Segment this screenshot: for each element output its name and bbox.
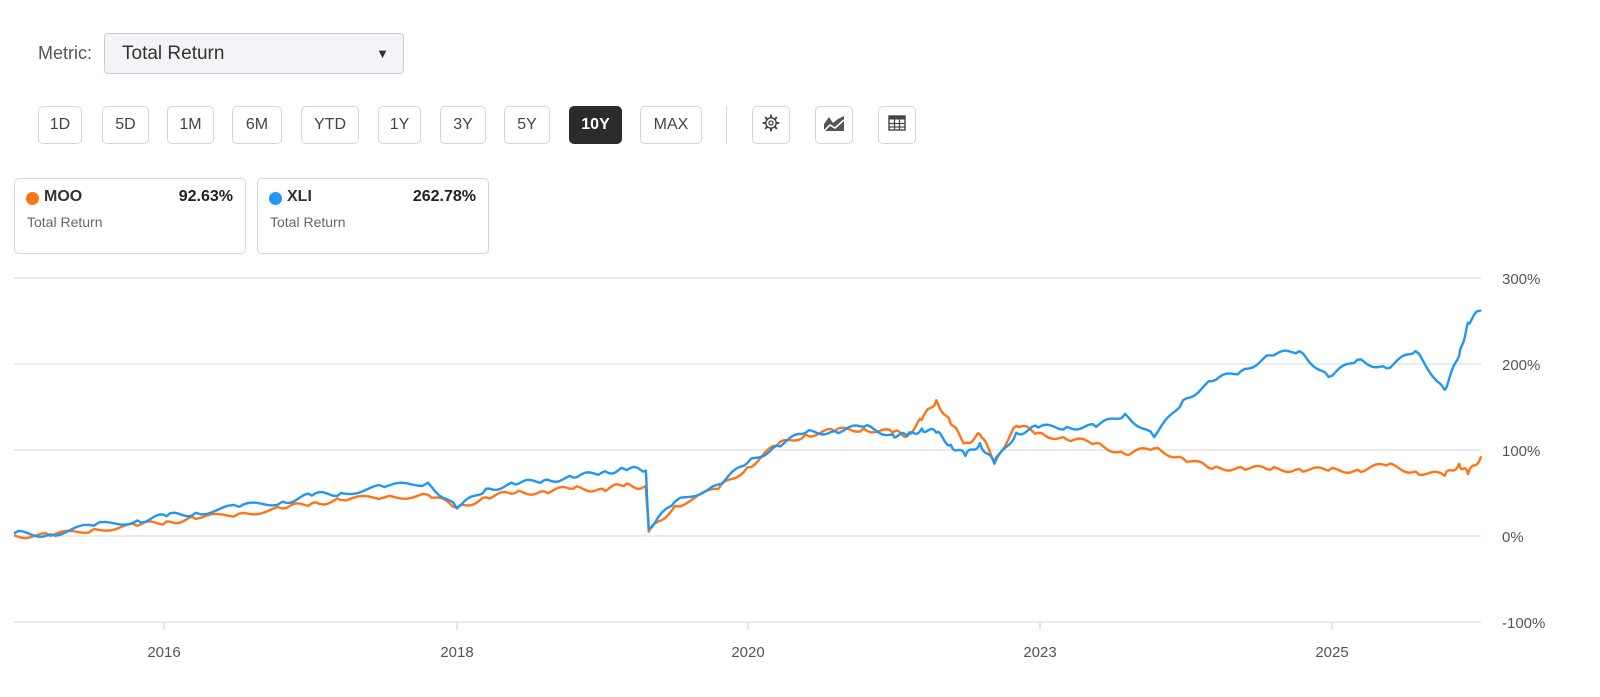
series-color-dot — [269, 192, 282, 205]
legend-card-xli[interactable]: XLI 262.78% Total Return — [257, 178, 489, 254]
metric-select[interactable]: Total Return ▼ — [104, 33, 404, 74]
settings-icon — [762, 114, 780, 137]
metric-row: Metric: Total Return ▼ — [38, 33, 404, 74]
chart-grid — [14, 277, 1481, 630]
range-button-10y[interactable]: 10Y — [569, 106, 622, 144]
range-button-1m[interactable]: 1M — [167, 106, 214, 144]
y-tick-label: -100% — [1502, 615, 1545, 632]
legend-card-moo[interactable]: MOO 92.63% Total Return — [14, 178, 246, 254]
chart-type-button[interactable] — [815, 106, 853, 144]
x-tick-label: 2016 — [147, 644, 180, 661]
series-line-moo — [13, 398, 1483, 540]
range-button-1d[interactable]: 1D — [38, 106, 82, 144]
range-button-max[interactable]: MAX — [640, 106, 702, 144]
legend-value: 92.63% — [178, 188, 233, 205]
y-tick-label: 300% — [1502, 271, 1540, 288]
y-tick-label: 100% — [1502, 443, 1540, 460]
table-icon — [888, 114, 906, 136]
chart-series — [13, 309, 1483, 540]
settings-button[interactable] — [752, 106, 790, 144]
range-button-5y[interactable]: 5Y — [504, 106, 550, 144]
x-tick-label: 2020 — [731, 644, 764, 661]
y-tick-label: 0% — [1502, 529, 1524, 546]
range-button-1y[interactable]: 1Y — [378, 106, 421, 144]
legend-metric: Total Return — [270, 214, 346, 230]
y-axis: 300% 200% 100% 0% -100% — [1502, 271, 1545, 632]
table-view-button[interactable] — [878, 106, 916, 144]
range-button-6m[interactable]: 6M — [232, 106, 282, 144]
range-button-3y[interactable]: 3Y — [440, 106, 486, 144]
range-button-ytd[interactable]: YTD — [301, 106, 359, 144]
legend-ticker: MOO — [44, 188, 83, 205]
chart-type-icon — [823, 114, 845, 137]
x-tick-label: 2025 — [1315, 644, 1348, 661]
series-line-xli — [13, 309, 1482, 538]
y-tick-label: 200% — [1502, 357, 1540, 374]
metric-selected-value: Total Return — [122, 42, 225, 64]
legend-metric: Total Return — [27, 214, 103, 230]
metric-label: Metric: — [38, 43, 92, 63]
toolbar-divider — [726, 106, 727, 144]
series-color-dot — [26, 192, 39, 205]
line-chart[interactable]: 300% 200% 100% 0% -100% 2016 2018 2020 2… — [0, 260, 1600, 697]
range-button-5d[interactable]: 5D — [102, 106, 149, 144]
dropdown-caret-icon: ▼ — [376, 46, 389, 61]
x-axis: 2016 2018 2020 2023 2025 — [147, 644, 1348, 661]
legend-ticker: XLI — [287, 188, 312, 205]
x-tick-label: 2018 — [440, 644, 473, 661]
x-tick-label: 2023 — [1023, 644, 1056, 661]
legend-value: 262.78% — [412, 188, 476, 205]
